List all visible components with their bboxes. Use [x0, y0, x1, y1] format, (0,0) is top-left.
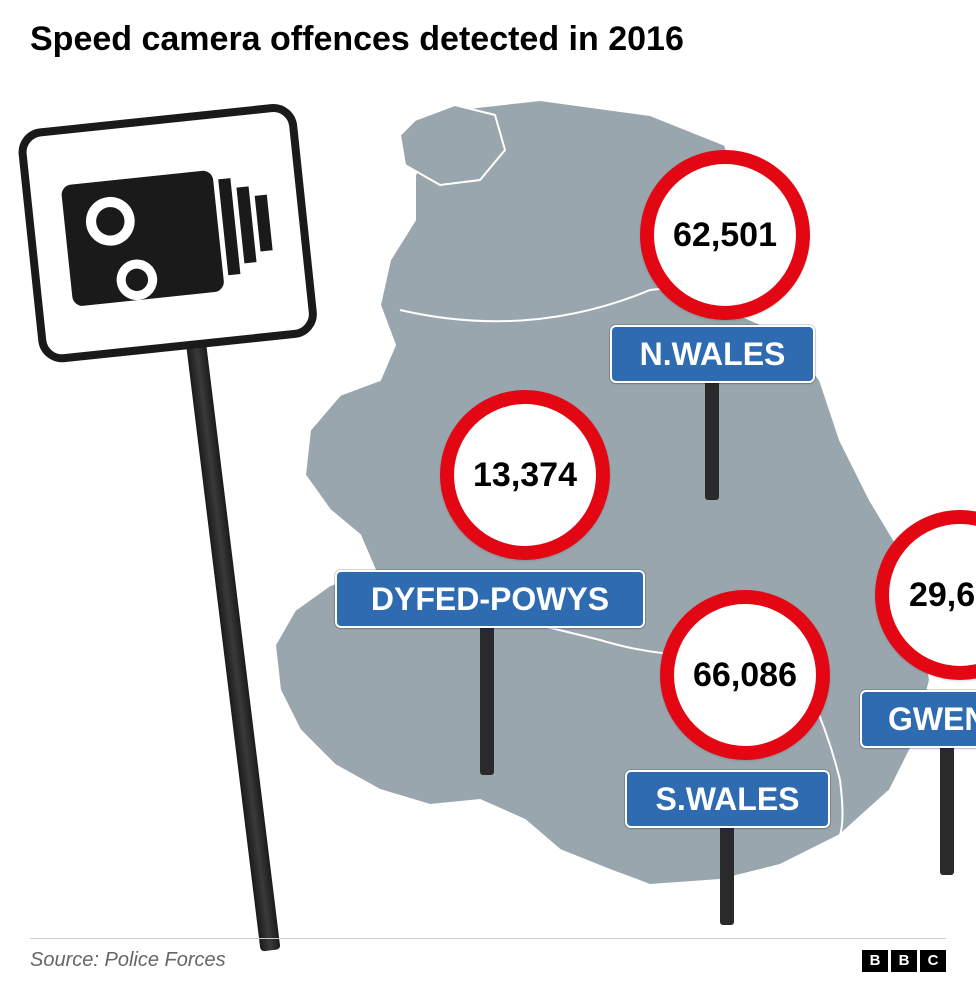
sign-pole: [940, 745, 954, 875]
value-circle: 62,501: [640, 150, 810, 320]
camera-pole: [185, 334, 280, 952]
region-value: 29,611: [909, 576, 976, 615]
speed-camera-sign: [30, 115, 330, 935]
infographic-container: Speed camera offences detected in 2016 N…: [0, 0, 976, 1000]
region-value: 66,086: [693, 656, 797, 695]
sign-pole: [480, 625, 494, 775]
bbc-logo: B B C: [862, 950, 946, 972]
camera-plate: [16, 102, 319, 365]
region-label: N.WALES: [640, 336, 786, 373]
source-label: Source: Police Forces: [30, 949, 226, 972]
footer: Source: Police Forces B B C: [30, 938, 946, 972]
region-label-plate: DYFED-POWYS: [335, 570, 645, 628]
region-value: 62,501: [673, 216, 777, 255]
region-label: S.WALES: [655, 781, 799, 818]
region-label: GWENT: [888, 701, 976, 738]
chart-title: Speed camera offences detected in 2016: [30, 20, 684, 59]
bbc-b1: B: [862, 950, 888, 972]
region-label-plate: N.WALES: [610, 325, 815, 383]
speed-camera-icon: [25, 110, 310, 355]
bbc-c: C: [920, 950, 946, 972]
value-circle: 13,374: [440, 390, 610, 560]
region-label-plate: GWENT: [860, 690, 976, 748]
region-value: 13,374: [473, 456, 577, 495]
bbc-b2: B: [891, 950, 917, 972]
region-label: DYFED-POWYS: [371, 581, 609, 618]
value-circle: 66,086: [660, 590, 830, 760]
sign-pole: [720, 825, 734, 925]
sign-pole: [705, 380, 719, 500]
region-label-plate: S.WALES: [625, 770, 830, 828]
